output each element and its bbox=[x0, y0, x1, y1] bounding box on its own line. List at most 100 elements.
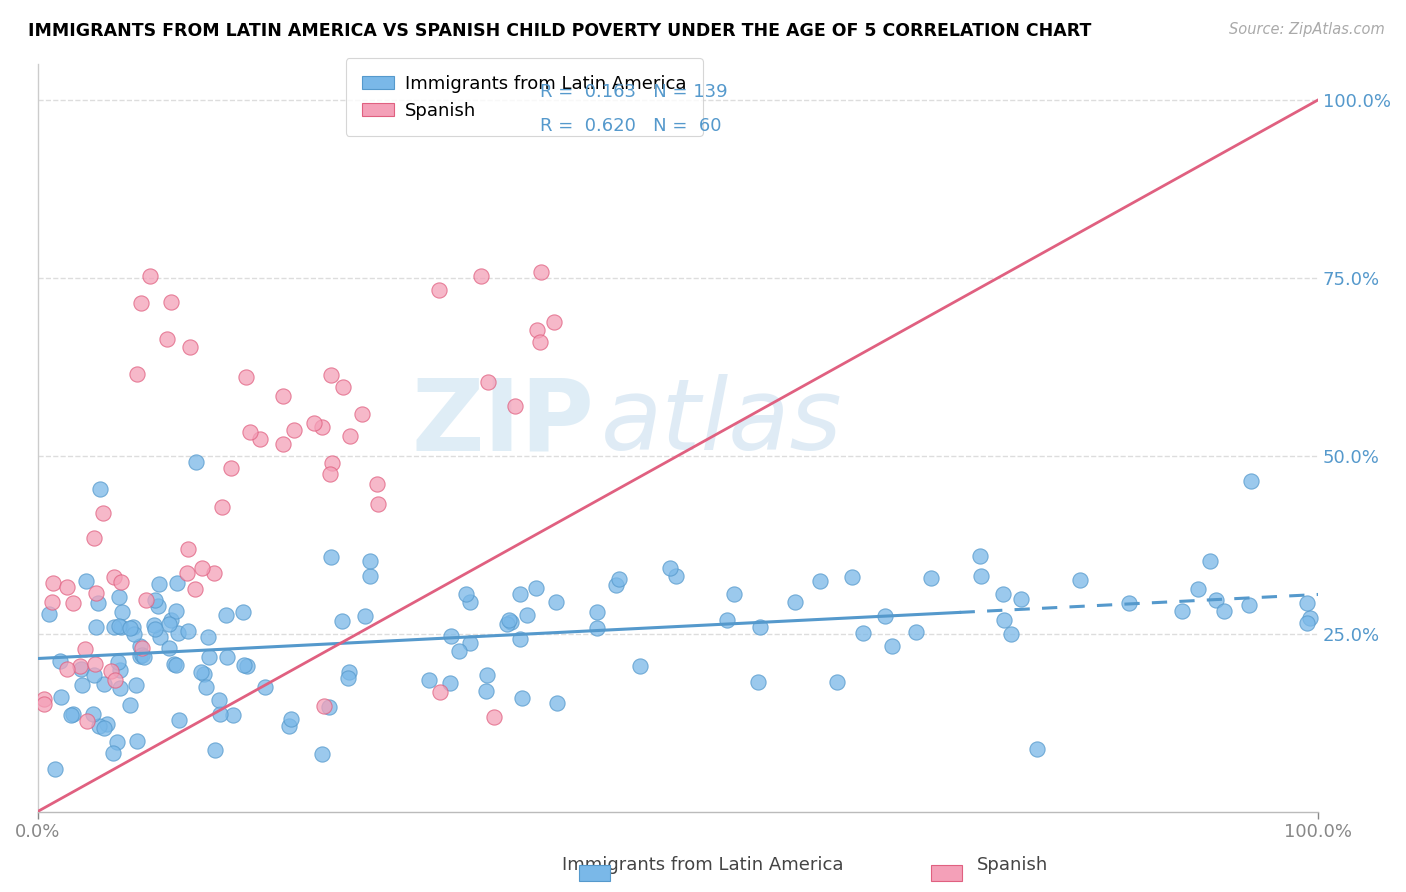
Point bbox=[749, 619, 772, 633]
Point bbox=[529, 265, 551, 279]
Point bbox=[32, 697, 55, 711]
Point bbox=[143, 622, 166, 636]
Point bbox=[366, 477, 388, 491]
Point bbox=[139, 269, 162, 284]
Point bbox=[585, 605, 607, 619]
Point bbox=[186, 455, 208, 469]
Point bbox=[1212, 604, 1234, 618]
Point bbox=[503, 400, 526, 414]
Point bbox=[83, 531, 105, 545]
Point bbox=[543, 316, 565, 330]
Point bbox=[1237, 599, 1260, 613]
Point bbox=[311, 747, 333, 761]
Point bbox=[132, 649, 155, 664]
Point bbox=[321, 456, 343, 470]
Point bbox=[176, 566, 198, 580]
Point bbox=[330, 615, 353, 629]
Point bbox=[104, 673, 127, 688]
Point bbox=[177, 542, 200, 557]
Point bbox=[332, 379, 354, 393]
Point bbox=[42, 576, 65, 591]
Text: atlas: atlas bbox=[602, 375, 842, 472]
Point bbox=[120, 698, 142, 712]
Point bbox=[69, 658, 91, 673]
Point bbox=[716, 613, 738, 627]
Point bbox=[354, 609, 377, 624]
Point bbox=[1240, 474, 1263, 488]
Point bbox=[194, 680, 217, 694]
Point bbox=[156, 332, 179, 346]
Point bbox=[254, 681, 277, 695]
Point bbox=[56, 661, 79, 675]
Point bbox=[439, 675, 461, 690]
Point bbox=[318, 700, 340, 714]
Point bbox=[546, 595, 568, 609]
Point bbox=[110, 620, 132, 634]
Point bbox=[271, 437, 294, 451]
Point bbox=[723, 587, 745, 601]
Point bbox=[509, 587, 531, 601]
Point bbox=[477, 375, 499, 389]
Point bbox=[208, 706, 231, 721]
Point bbox=[337, 665, 360, 680]
Point bbox=[122, 626, 145, 640]
Point bbox=[1295, 596, 1317, 610]
Text: R =  0.163   N = 139: R = 0.163 N = 139 bbox=[540, 83, 727, 101]
Point bbox=[586, 621, 609, 635]
Point bbox=[664, 569, 686, 583]
Point bbox=[110, 574, 132, 589]
Point bbox=[204, 742, 226, 756]
Point bbox=[83, 668, 105, 682]
Point bbox=[163, 657, 186, 671]
Point bbox=[131, 640, 153, 655]
Point bbox=[337, 671, 360, 685]
Point bbox=[41, 595, 63, 609]
Point bbox=[169, 713, 191, 727]
Point bbox=[1295, 615, 1317, 630]
Point bbox=[1171, 604, 1194, 618]
Point bbox=[198, 650, 221, 665]
Point bbox=[86, 597, 108, 611]
Point bbox=[880, 640, 903, 654]
Point bbox=[232, 605, 254, 619]
Point bbox=[470, 268, 492, 283]
Point bbox=[785, 594, 807, 608]
Point bbox=[93, 721, 115, 735]
Point bbox=[852, 626, 875, 640]
Point bbox=[62, 706, 84, 721]
Point bbox=[165, 657, 187, 672]
Point bbox=[1000, 627, 1022, 641]
Point bbox=[447, 644, 470, 658]
Point bbox=[311, 419, 333, 434]
Point bbox=[160, 613, 183, 627]
Point bbox=[239, 425, 262, 440]
Point bbox=[319, 550, 342, 565]
Point bbox=[249, 432, 271, 446]
Point bbox=[314, 699, 336, 714]
Point bbox=[131, 648, 153, 662]
Point bbox=[145, 593, 167, 607]
Point bbox=[93, 677, 115, 691]
Legend: Immigrants from Latin America, Spanish: Immigrants from Latin America, Spanish bbox=[346, 58, 703, 136]
Point bbox=[529, 335, 551, 350]
Point bbox=[148, 577, 170, 591]
Point bbox=[89, 482, 111, 496]
Text: IMMIGRANTS FROM LATIN AMERICA VS SPANISH CHILD POVERTY UNDER THE AGE OF 5 CORREL: IMMIGRANTS FROM LATIN AMERICA VS SPANISH… bbox=[28, 22, 1091, 40]
Point bbox=[191, 560, 214, 574]
Point bbox=[605, 578, 627, 592]
Point bbox=[339, 429, 361, 443]
Text: Immigrants from Latin America: Immigrants from Latin America bbox=[562, 856, 844, 874]
Point bbox=[146, 599, 169, 613]
Point bbox=[1187, 582, 1209, 596]
Point bbox=[148, 630, 170, 644]
Point bbox=[107, 655, 129, 669]
Point bbox=[219, 460, 242, 475]
Point bbox=[458, 595, 481, 609]
Point bbox=[271, 389, 294, 403]
Point bbox=[1299, 610, 1322, 624]
Point bbox=[970, 569, 993, 583]
Point bbox=[96, 717, 118, 731]
Point bbox=[190, 665, 212, 680]
Point bbox=[103, 620, 125, 634]
Point bbox=[32, 692, 55, 706]
